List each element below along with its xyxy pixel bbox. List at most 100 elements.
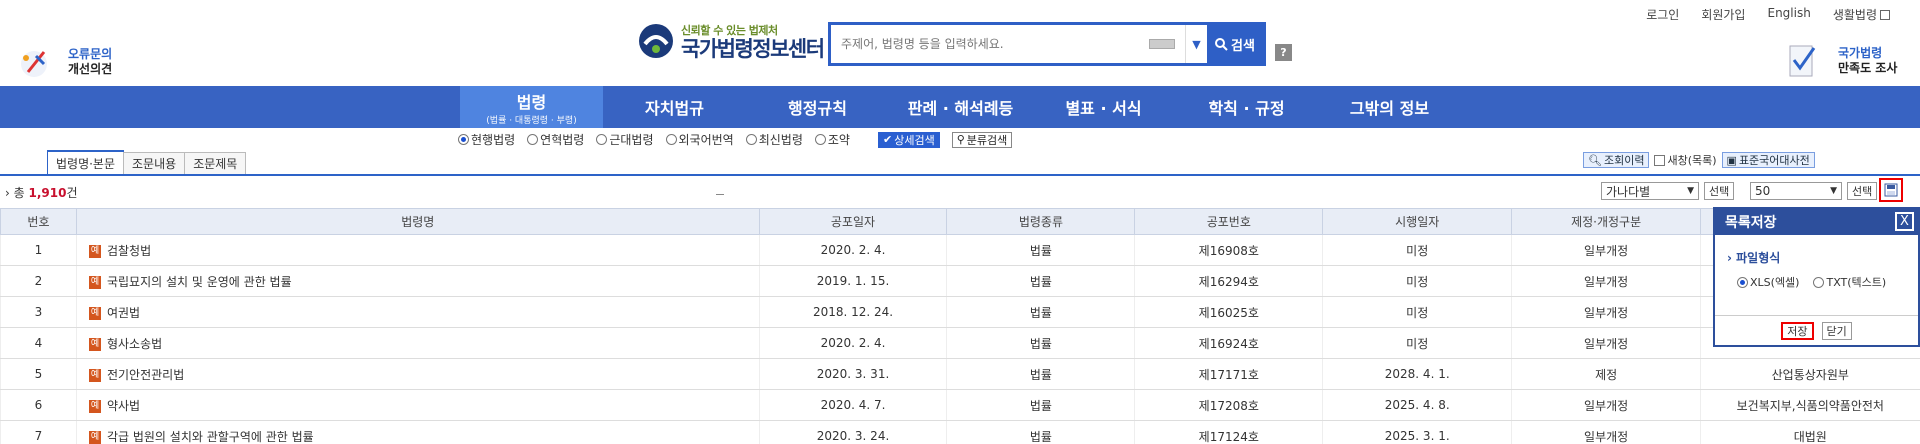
col-header-name[interactable]: 법령명 — [75, 208, 760, 235]
law-name-link[interactable]: 검찰청법 — [106, 243, 152, 258]
tab-article-title[interactable]: 조문제목 — [184, 152, 247, 174]
category-search-button[interactable]: ⚲ 분류검색 — [951, 131, 1013, 148]
radio-current-law[interactable]: 현행법령 — [458, 131, 515, 148]
site-logo[interactable]: 신뢰할 수 있는 법제처 국가법령정보센터 — [637, 22, 825, 61]
cell-revision: 일부개정 — [1511, 420, 1701, 444]
cell-promulgation-no: 제16025호 — [1134, 296, 1323, 328]
nav-admin-rules[interactable]: 행정규칙 — [788, 99, 847, 118]
sort-select[interactable]: 가나다별 ▼ — [1601, 182, 1699, 200]
law-type-options: 현행법령 연혁법령 근대법령 외국어번역 최신법령 조약 ✔ 상세검색 ⚲ 분류검색 — [458, 131, 1013, 148]
book-icon: ▣ — [1726, 153, 1737, 167]
cell-law-name[interactable]: 예 국립묘지의 설치 및 운영에 관한 법률 — [75, 265, 760, 297]
law-badge-icon: 예 — [88, 306, 101, 320]
radio-selected-icon — [458, 134, 469, 145]
nav-local-law[interactable]: 자치법규 — [645, 99, 704, 118]
radio-label: 최신법령 — [758, 133, 803, 147]
survey-link[interactable]: 국가법령 만족도 조사 — [1776, 40, 1897, 82]
keyboard-icon[interactable] — [1149, 39, 1175, 49]
newwin-checkbox[interactable]: 새창(목록) — [1654, 152, 1717, 168]
col-header-number[interactable]: 번호 — [0, 208, 77, 235]
cell-number: 1 — [0, 234, 77, 266]
law-name-link[interactable]: 형사소송법 — [106, 336, 163, 351]
cell-type: 법률 — [946, 389, 1135, 421]
cell-type: 법률 — [946, 234, 1135, 266]
col-header-promulgation-date[interactable]: 공포일자 — [758, 208, 948, 235]
cell-ministry: 산업통상자원부 — [1700, 358, 1920, 390]
feedback-link[interactable]: 오류문의 개선의견 — [14, 42, 112, 82]
chevron-down-icon: ▼ — [1192, 37, 1201, 51]
cell-number: 6 — [0, 389, 77, 421]
radio-txt[interactable]: TXT(텍스트) — [1813, 274, 1886, 290]
cell-law-name[interactable]: 예 형사소송법 — [75, 327, 760, 359]
nav-forms[interactable]: 별표 · 서식 — [1065, 99, 1142, 118]
law-name-link[interactable]: 약사법 — [106, 398, 141, 413]
english-link[interactable]: English — [1767, 6, 1811, 20]
sort-apply-button[interactable]: 선택 — [1704, 182, 1735, 200]
detail-search-button[interactable]: ✔ 상세검색 — [877, 131, 940, 148]
popup-cancel-button[interactable]: 닫기 — [1821, 321, 1852, 340]
history-button[interactable]: 🔍︎ 조회이력 — [1583, 152, 1650, 168]
law-name-link[interactable]: 국립묘지의 설치 및 운영에 관한 법률 — [106, 274, 292, 289]
nav-precedents[interactable]: 판례 · 해석례등 — [907, 99, 1014, 118]
right-tools: 🔍︎ 조회이력 새창(목록) ▣ 표준국어대사전 — [1583, 152, 1815, 168]
header: 로그인 회원가입 English 생활법령 오류문의 개선의견 — [0, 0, 1920, 86]
search-icon — [1215, 37, 1228, 51]
col-header-promulgation-no[interactable]: 공포번호 — [1134, 208, 1324, 235]
cell-law-name[interactable]: 예 약사법 — [75, 389, 760, 421]
search-box: ▼ 검색 — [828, 22, 1266, 66]
cell-number: 3 — [0, 296, 77, 328]
radio-treaty[interactable]: 조약 — [814, 131, 850, 148]
nav-school-rules[interactable]: 학칙 · 규정 — [1208, 99, 1285, 118]
save-icon — [1884, 183, 1898, 197]
save-list-button[interactable] — [1879, 178, 1903, 202]
popup-close-button[interactable]: X — [1895, 212, 1914, 231]
law-name-link[interactable]: 전기안전관리법 — [106, 367, 185, 382]
util-links: 로그인 회원가입 English 생활법령 — [1646, 6, 1890, 23]
radio-modern-law[interactable]: 근대법령 — [596, 131, 654, 148]
radio-latest-law[interactable]: 최신법령 — [745, 131, 803, 148]
result-suffix: 건 — [66, 186, 78, 200]
save-list-popup: 목록저장 X › 파일형식 XLS(엑셀) TXT(텍스트) 저장 닫기 — [1713, 207, 1920, 347]
main-nav: 법령 (법률 · 대통령령 · 부령) 자치법규 행정규칙 판례 · 해석례등 … — [0, 86, 1920, 128]
pagesize-apply-button[interactable]: 선택 — [1847, 182, 1878, 200]
cell-effective: 2028. 4. 1. — [1322, 358, 1512, 390]
table-row: 6 예 약사법 2020. 4. 7. 법률 제17208호 2025. 4. 8… — [0, 389, 1920, 421]
law-name-link[interactable]: 여권법 — [106, 305, 141, 320]
logo-title: 국가법령정보센터 — [681, 37, 825, 61]
col-header-revision-type[interactable]: 제정·개정구분 — [1511, 208, 1702, 235]
newwin-label: 새창(목록) — [1667, 154, 1717, 167]
cell-law-name[interactable]: 예 각급 법원의 설치와 관할구역에 관한 법률 — [75, 420, 760, 444]
survey-icon — [1776, 40, 1832, 82]
cell-revision: 일부개정 — [1511, 389, 1701, 421]
cell-law-name[interactable]: 예 전기안전관리법 — [75, 358, 760, 390]
search-dropdown[interactable]: ▼ — [1185, 25, 1207, 63]
search-button[interactable]: 검색 — [1207, 25, 1263, 63]
pagesize-select[interactable]: 50 ▼ — [1750, 182, 1842, 200]
login-link[interactable]: 로그인 — [1646, 8, 1680, 22]
col-header-effective-date[interactable]: 시행일자 — [1322, 208, 1513, 235]
dictionary-button[interactable]: ▣ 표준국어대사전 — [1721, 152, 1815, 168]
col-header-law-type[interactable]: 법령종류 — [946, 208, 1136, 235]
cell-law-name[interactable]: 예 검찰청법 — [75, 234, 760, 266]
nav-other-info[interactable]: 그밖의 정보 — [1349, 99, 1430, 118]
signup-link[interactable]: 회원가입 — [1701, 8, 1746, 22]
table-row: 5 예 전기안전관리법 2020. 3. 31. 법률 제17171호 2028.… — [0, 358, 1920, 390]
cell-law-name[interactable]: 예 여권법 — [75, 296, 760, 328]
cell-promulgation-no: 제17124호 — [1134, 420, 1323, 444]
radio-history-law[interactable]: 연혁법령 — [527, 131, 584, 148]
radio-xls[interactable]: XLS(엑셀) — [1737, 274, 1799, 290]
popup-save-button[interactable]: 저장 — [1781, 321, 1814, 340]
law-name-link[interactable]: 각급 법원의 설치와 관할구역에 관한 법률 — [106, 429, 314, 444]
check-icon: ✔ — [882, 133, 893, 146]
radio-foreign-translation[interactable]: 외국어번역 — [665, 131, 734, 148]
feedback-line1: 오류문의 — [68, 47, 113, 61]
tab-article-content[interactable]: 조문내용 — [123, 152, 186, 174]
life-law-link[interactable]: 생활법령 — [1833, 6, 1890, 23]
search-input[interactable] — [831, 25, 1149, 63]
dictionary-label: 표준국어대사전 — [1738, 154, 1810, 167]
cell-revision: 일부개정 — [1511, 327, 1701, 359]
search-help-button[interactable]: ? — [1275, 44, 1292, 61]
cell-effective: 미정 — [1322, 234, 1512, 266]
nav-law[interactable]: 법령 (법률 · 대통령령 · 부령) — [460, 86, 603, 128]
tab-name-body[interactable]: 법령명·본문 — [47, 150, 125, 174]
